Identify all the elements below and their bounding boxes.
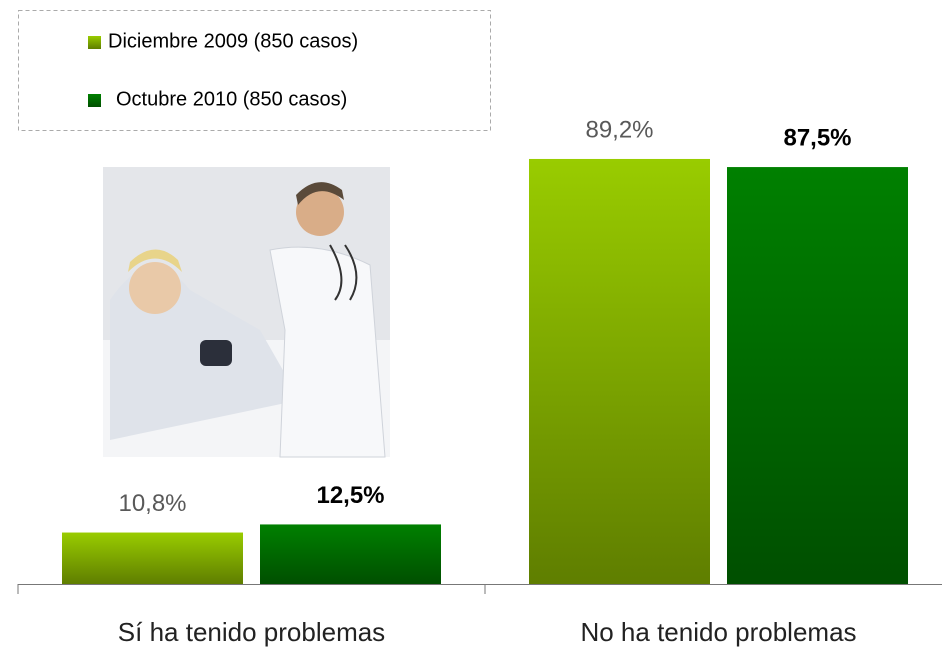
photo-patient-head xyxy=(129,262,181,314)
photo-cuff xyxy=(200,340,232,366)
value-label: 12,5% xyxy=(316,482,384,509)
photo-doctor-coat xyxy=(269,246,386,458)
photo-doctor-hair xyxy=(296,182,344,205)
legend-label: Octubre 2010 (850 casos) xyxy=(116,88,347,110)
value-label: 87,5% xyxy=(783,124,851,151)
bar xyxy=(727,167,908,584)
x-tick-label: Sí ha tenido problemas xyxy=(118,617,385,647)
legend-box xyxy=(18,10,491,131)
bar xyxy=(62,532,243,584)
legend-swatch xyxy=(88,36,101,49)
photo-stethoscope xyxy=(329,244,358,301)
legend-label: Diciembre 2009 (850 casos) xyxy=(108,30,358,52)
photo-doctor-head xyxy=(296,188,344,236)
value-label: 10,8% xyxy=(118,490,186,517)
value-label: 89,2% xyxy=(585,116,653,143)
legend-swatch xyxy=(88,94,101,107)
x-tick-label: No ha tenido problemas xyxy=(580,617,856,647)
photo-patient-hair xyxy=(128,249,182,272)
photo xyxy=(103,167,390,458)
bar xyxy=(260,524,441,584)
bar xyxy=(529,158,710,584)
